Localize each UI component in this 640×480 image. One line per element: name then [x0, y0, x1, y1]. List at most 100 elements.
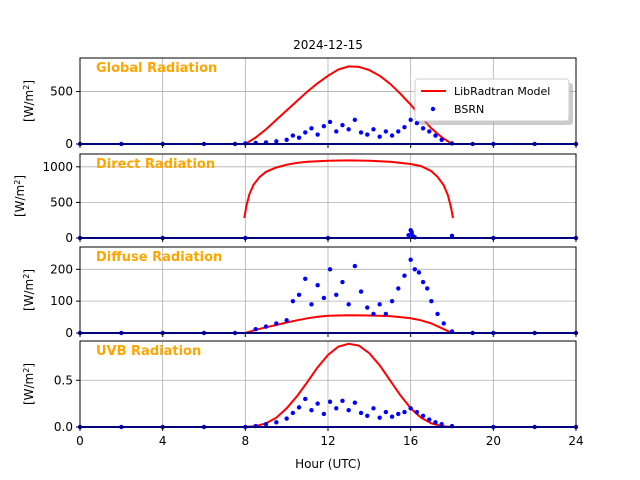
obs-point-1-24: [377, 134, 382, 139]
obs-point-3-18: [346, 302, 351, 307]
ytick-label-1-0: 0: [65, 137, 73, 151]
ytick-label-4-1: 0.5: [54, 373, 73, 387]
y-axis-label-4: [W/m2]: [22, 363, 37, 405]
obs-point-4-19: [352, 400, 358, 405]
obs-point-1-26: [389, 133, 395, 138]
obs-point-3-7: [274, 321, 279, 326]
obs-point-1-22: [365, 132, 370, 137]
legend-label-0: LibRadtran Model: [454, 85, 550, 98]
obs-point-2-9: [449, 233, 455, 239]
obs-point-4-11: [303, 396, 308, 402]
obs-point-1-29: [408, 117, 413, 123]
xtick-label-6: 24: [568, 434, 583, 448]
obs-point-1-15: [321, 123, 327, 129]
obs-point-1-18: [340, 122, 345, 128]
obs-point-4-8: [284, 416, 289, 421]
panel-4: 0.0 0.5 0 4 8 12 16 20 24 UVB Radiation [W/m2]: [22, 340, 584, 448]
y-axis-label-2: [W/m2]: [13, 175, 28, 217]
panel-2: 0 500 1000 Direct Radiation [W/m2]: [13, 153, 579, 245]
obs-point-4-5: [253, 423, 258, 429]
obs-point-1-35: [449, 141, 455, 146]
obs-point-4-34: [449, 423, 455, 429]
obs-point-3-10: [296, 292, 302, 297]
ytick-label-2-2: 1000: [42, 160, 73, 174]
obs-point-1-13: [309, 126, 314, 131]
panel-title-1: Global Radiation: [96, 61, 217, 76]
obs-point-3-20: [358, 289, 364, 294]
panel-title-4: UVB Radiation: [96, 344, 201, 359]
ytick-label-4-0: 0.0: [54, 420, 73, 434]
obs-point-4-24: [383, 409, 389, 415]
obs-point-4-16: [334, 406, 339, 411]
obs-point-1-27: [396, 129, 401, 134]
obs-point-1-25: [383, 129, 389, 134]
obs-point-1-20: [352, 117, 358, 123]
obs-point-3-31: [420, 279, 426, 285]
obs-point-3-19: [352, 263, 358, 269]
obs-point-1-14: [315, 132, 320, 137]
obs-point-1-9: [284, 137, 289, 143]
obs-point-4-22: [371, 406, 376, 411]
panel-title-3: Diffuse Radiation: [96, 250, 222, 265]
ytick-label-2-1: 500: [50, 195, 73, 209]
ytick-label-2-0: 0: [65, 231, 73, 245]
obs-point-1-28: [402, 125, 407, 130]
obs-point-3-12: [309, 302, 314, 307]
model-line-3: [245, 314, 453, 334]
obs-point-1-5: [243, 141, 248, 146]
ytick-label-3-0: 0: [65, 326, 73, 340]
obs-point-3-33: [429, 298, 434, 304]
obs-point-3-5: [253, 326, 258, 332]
xtick-label-0: 0: [76, 434, 84, 448]
obs-point-3-28: [408, 257, 413, 262]
obs-point-4-7: [274, 420, 279, 425]
obs-point-4-13: [315, 401, 320, 406]
obs-point-4-18: [346, 407, 351, 413]
legend-dot-1: [430, 106, 436, 112]
obs-point-4-32: [433, 420, 438, 425]
obs-point-4-23: [377, 415, 382, 420]
obs-point-4-12: [309, 407, 314, 413]
obs-point-3-6: [263, 324, 269, 329]
obs-point-1-8: [274, 139, 279, 144]
obs-point-3-15: [327, 267, 333, 272]
obs-point-4-33: [439, 421, 444, 427]
obs-point-4-27: [402, 409, 407, 415]
obs-point-4-26: [396, 411, 401, 417]
obs-point-3-32: [425, 286, 430, 291]
legend-label-1: BSRN: [454, 103, 484, 116]
obs-point-1-23: [371, 127, 376, 132]
xtick-label-4: 16: [403, 434, 418, 448]
ytick-label-3-1: 100: [50, 294, 73, 308]
xtick-label-5: 20: [486, 434, 501, 448]
obs-point-4-17: [340, 398, 345, 404]
obs-point-1-11: [296, 135, 302, 140]
obs-point-4-21: [365, 413, 370, 418]
obs-point-1-21: [358, 130, 364, 135]
obs-point-3-9: [290, 298, 296, 304]
panel-3: 0 100 200 Diffuse Radiation [W/m2]: [22, 246, 579, 340]
obs-point-1-31: [420, 126, 426, 131]
obs-point-3-26: [396, 286, 401, 291]
obs-point-3-30: [416, 270, 422, 275]
obs-point-1-10: [290, 133, 296, 138]
obs-point-2-8: [412, 235, 417, 240]
obs-point-3-17: [340, 279, 345, 285]
figure-title: 2024-12-15: [293, 38, 363, 52]
obs-point-4-25: [389, 414, 395, 419]
panel-title-2: Direct Radiation: [96, 157, 215, 172]
obs-point-4-31: [427, 417, 432, 422]
obs-point-1-17: [334, 129, 339, 134]
obs-point-4-28: [408, 406, 413, 411]
obs-point-3-13: [315, 283, 320, 288]
obs-point-3-35: [441, 321, 446, 326]
obs-point-3-8: [284, 318, 289, 323]
obs-point-1-30: [414, 120, 420, 126]
xtick-label-1: 4: [159, 434, 167, 448]
obs-point-3-11: [303, 276, 308, 282]
obs-point-4-20: [358, 410, 364, 416]
obs-point-4-6: [263, 421, 269, 427]
x-axis-label: Hour (UTC): [295, 457, 361, 471]
obs-point-1-34: [439, 137, 444, 143]
